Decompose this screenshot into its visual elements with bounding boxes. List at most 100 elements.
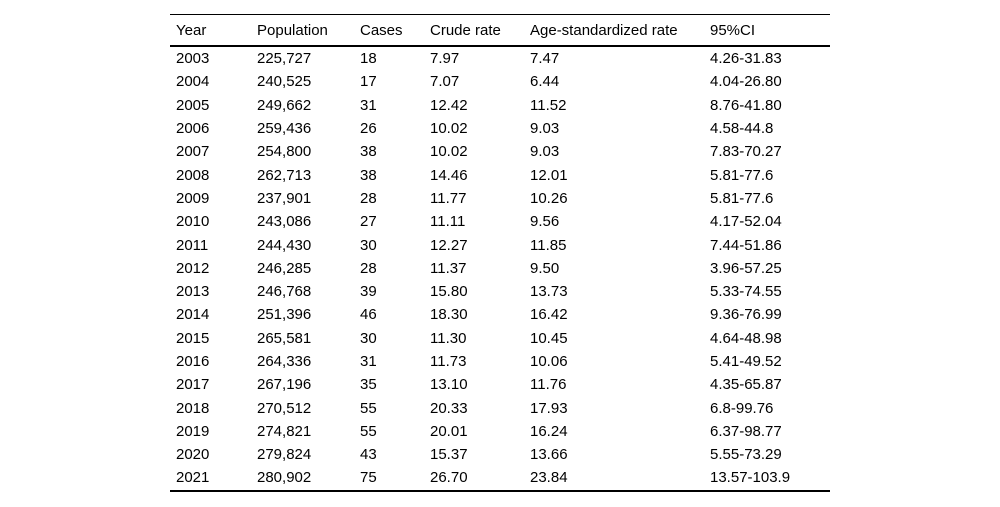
table-cell: 17 [360,73,377,91]
table-cell: 11.11 [430,213,466,231]
table-cell: 39 [360,283,377,301]
table-cell: 2021 [176,469,210,487]
table-cell: 2017 [176,376,210,394]
table-cell: 26 [360,120,377,138]
table-row: 2015 265,581 30 11.30 10.45 4.64-48.98 [170,327,830,350]
table-cell: 4.17-52.04 [710,213,782,231]
table-cell: 11.76 [530,376,567,394]
table-cell: 5.81-77.6 [710,189,774,207]
table-row: 2008 262,713 38 14.46 12.01 5.81-77.6 [170,163,830,186]
column-header-year: Year [170,14,251,47]
table-cell: 30 [360,236,377,254]
table-cell: 2016 [176,353,210,370]
table-cell: 7.47 [530,50,560,68]
table-cell: 2010 [176,213,210,231]
table-cell: 243,086 [257,213,312,231]
table-cell: 43 [360,446,377,464]
table-row: 2012 246,285 28 11.37 9.50 3.96-57.25 [170,257,830,280]
table-cell: 244,430 [257,236,312,254]
table-cell: 270,512 [257,399,312,417]
table-cell: 12.01 [530,166,568,184]
table-cell: 5.55-73.29 [710,446,782,464]
table-cell: 251,396 [257,306,312,324]
table-cell: 11.73 [430,353,467,370]
table-cell: 10.45 [530,329,568,347]
table-cell: 20.01 [430,422,468,440]
table-cell: 11.37 [430,259,467,277]
table-cell: 4.58-44.8 [710,120,774,138]
table-row: 2013 246,768 39 15.80 13.73 5.33-74.55 [170,280,830,303]
table-cell: 55 [360,399,377,417]
table-cell: 2009 [176,189,210,207]
table-cell: 4.64-48.98 [710,329,782,347]
table-cell: 13.73 [530,283,568,301]
table-row: 2004 240,525 17 7.07 6.44 4.04-26.80 [170,70,830,93]
table-row: 2016 264,336 31 11.73 10.06 5.41-49.52 [170,350,830,373]
table-cell: 9.03 [530,120,560,138]
column-header-age-standardized-rate: Age-standardized rate [524,14,704,47]
table-cell: 246,768 [257,283,312,301]
table-cell: 2012 [176,259,210,277]
table-cell: 10.02 [430,120,468,138]
table-cell: 30 [360,329,377,347]
table-cell: 279,824 [257,446,312,464]
table-cell: 15.37 [430,446,468,464]
table-cell: 9.03 [530,143,560,161]
table-cell: 46 [360,306,377,324]
header-row: Year Population Cases Crude rate Age-standar… [170,14,830,47]
table-cell: 16.42 [530,306,568,324]
table-cell: 7.07 [430,73,460,91]
table-row: 2017 267,196 35 13.10 11.76 4.35-65.87 [170,373,830,396]
table-cell: 2003 [176,50,210,68]
table-cell: 55 [360,422,377,440]
table-cell: 9.36-76.99 [710,306,782,324]
table-cell: 31 [360,353,377,370]
table-header: Year Population Cases Crude rate Age-standar… [170,14,830,47]
table-cell: 5.33-74.55 [710,283,782,301]
table-cell: 274,821 [257,422,312,440]
table-cell: 12.27 [430,236,468,254]
table-cell: 225,727 [257,50,312,68]
table-cell: 23.84 [530,469,568,487]
table-cell: 8.76-41.80 [710,96,782,114]
table-cell: 2007 [176,143,210,161]
table-cell: 2011 [176,236,209,254]
table-row: 2014 251,396 46 18.30 16.42 9.36-76.99 [170,303,830,326]
table-cell: 13.57-103.9 [710,469,791,487]
table-cell: 246,285 [257,259,312,277]
table-row: 2019 274,821 55 20.01 16.24 6.37-98.77 [170,420,830,443]
table-cell: 11.30 [430,329,467,347]
table-cell: 38 [360,166,377,184]
table-cell: 5.41-49.52 [710,353,782,370]
table-row: 2020 279,824 43 15.37 13.66 5.55-73.29 [170,443,830,466]
table-cell: 2013 [176,283,210,301]
table-row: 2005 249,662 31 12.42 11.52 8.76-41.80 [170,94,830,117]
table-cell: 267,196 [257,376,312,394]
table-cell: 7.83-70.27 [710,143,782,161]
table-cell: 9.56 [530,213,560,231]
table-cell: 280,902 [257,469,312,487]
table-cell: 10.02 [430,143,468,161]
table-cell: 2019 [176,422,210,440]
table-row: 2021 280,902 75 26.70 23.84 13.57-103.9 [170,466,830,490]
table-cell: 27 [360,213,377,231]
table-cell: 18 [360,50,377,68]
table-cell: 2004 [176,73,210,91]
table-row: 2006 259,436 26 10.02 9.03 4.58-44.8 [170,117,830,140]
table-cell: 75 [360,469,377,487]
table-cell: 13.66 [530,446,568,464]
table-cell: 2008 [176,166,210,184]
table-cell: 31 [360,96,377,114]
table-cell: 2015 [176,329,210,347]
table-cell: 264,336 [257,353,312,370]
table-cell: 4.26-31.83 [710,50,782,68]
table-cell: 14.46 [430,166,468,184]
table-cell: 262,713 [257,166,312,184]
table-cell: 6.37-98.77 [710,422,782,440]
table-cell: 2020 [176,446,210,464]
table-row: 2010 243,086 27 11.11 9.56 4.17-52.04 [170,210,830,233]
table-cell: 11.77 [430,189,467,207]
table-cell: 265,581 [257,329,312,347]
table-cell: 4.35-65.87 [710,376,782,394]
table-body: 2003 225,727 18 7.97 7.47 4.26-31.83 2004 240,5… [170,46,830,491]
